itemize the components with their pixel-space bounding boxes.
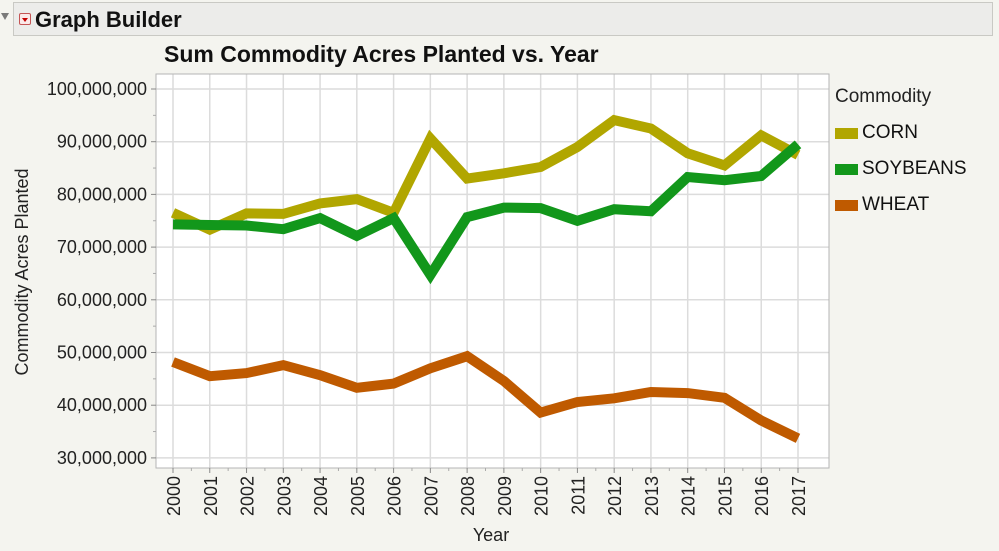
x-tick-label: 2002 (238, 476, 258, 516)
y-tick-label: 70,000,000 (57, 237, 147, 257)
plot-frame (155, 73, 830, 469)
x-tick-label: 2008 (458, 476, 478, 516)
x-tick-label: 2001 (201, 476, 221, 516)
y-tick-label: 100,000,000 (47, 79, 147, 99)
x-tick-label: 2009 (495, 476, 515, 516)
y-tick-label: 40,000,000 (57, 395, 147, 415)
x-tick-label: 2017 (789, 476, 809, 516)
x-tick-label: 2005 (348, 476, 368, 516)
chart-title: Sum Commodity Acres Planted vs. Year (164, 41, 599, 67)
legend-item-corn[interactable]: CORN (835, 122, 918, 144)
x-axis-title[interactable]: Year (473, 525, 509, 545)
legend-item-soybeans[interactable]: SOYBEANS (835, 158, 967, 180)
y-tick-label: 80,000,000 (57, 184, 147, 204)
x-tick-label: 2004 (311, 476, 331, 516)
x-tick-label: 2007 (421, 476, 441, 516)
series-line-corn (170, 114, 801, 236)
legend-label-corn: CORN (862, 122, 918, 143)
x-tick-label: 2016 (752, 476, 772, 516)
x-tick-label: 2000 (164, 476, 184, 516)
y-tick-label: 30,000,000 (57, 448, 147, 468)
series-line-soybeans (172, 140, 802, 285)
legend-label-wheat: WHEAT (862, 194, 930, 215)
y-tick-label: 60,000,000 (57, 290, 147, 310)
legend-title: Commodity (835, 86, 932, 107)
plot-background (156, 74, 829, 468)
x-tick-label: 2006 (385, 476, 405, 516)
x-tick-label: 2015 (715, 476, 735, 516)
x-tick-label: 2010 (532, 476, 552, 516)
x-tick-label: 2003 (274, 476, 294, 516)
y-tick-label: 90,000,000 (57, 132, 147, 152)
y-tick-label: 50,000,000 (57, 343, 147, 363)
graph-builder-titlebar: Graph Builder (13, 2, 993, 36)
window-title: Graph Builder (35, 7, 182, 32)
legend-swatch-wheat (835, 199, 858, 211)
legend-swatch-corn (835, 127, 858, 139)
outline-disclosure-icon[interactable] (1, 13, 9, 20)
y-axis: 30,000,000 40,000,000 50,000,000 60,000,000… (47, 79, 156, 468)
legend-swatch-soybeans (835, 163, 858, 175)
legend-item-wheat[interactable]: WHEAT (835, 194, 929, 216)
series-line-wheat (171, 350, 801, 443)
x-tick-label: 2011 (568, 476, 588, 515)
x-axis: 2000 2001 2002 2003 2004 2005 2006 2007 2008 2009… (164, 468, 809, 516)
x-tick-label: 2013 (642, 476, 662, 516)
x-tick-label: 2014 (679, 476, 699, 516)
x-tick-label: 2012 (605, 476, 625, 516)
series-lines (170, 114, 802, 443)
red-triangle-menu-icon[interactable] (19, 13, 31, 25)
y-axis-title[interactable]: Commodity Acres Planted (12, 168, 32, 375)
legend-label-soybeans: SOYBEANS (862, 158, 967, 179)
